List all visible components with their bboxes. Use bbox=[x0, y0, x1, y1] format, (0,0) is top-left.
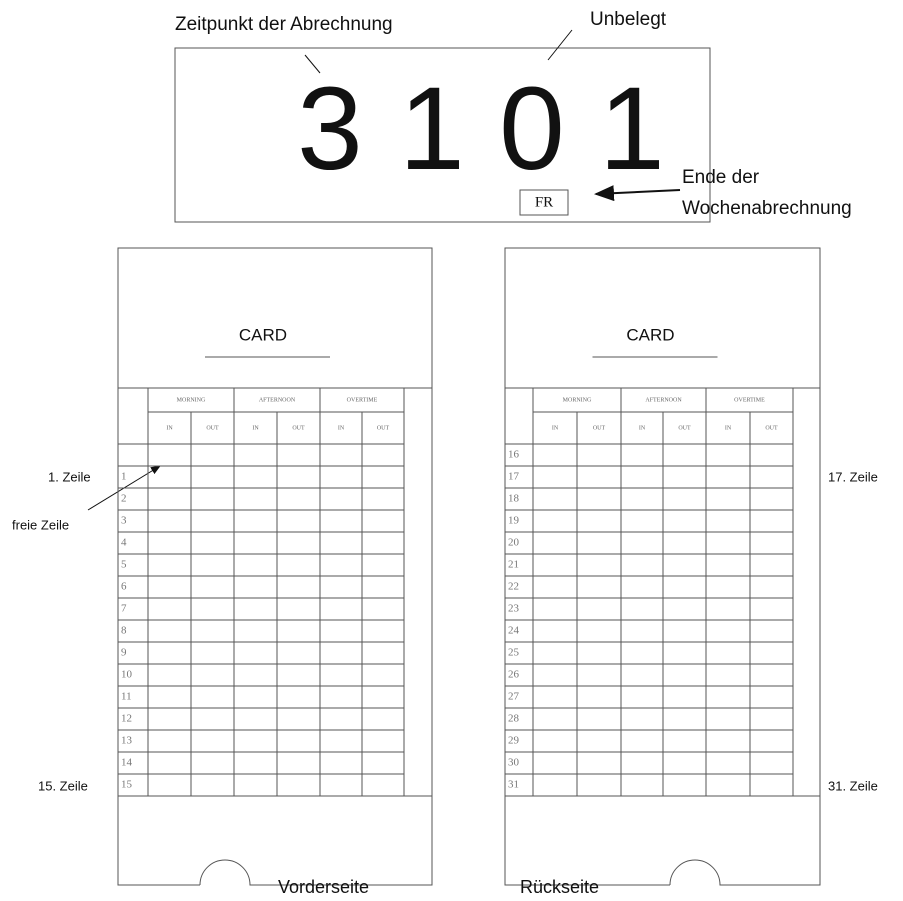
row-number: 5 bbox=[121, 559, 127, 571]
row-number: 27 bbox=[508, 691, 520, 703]
digit: 0 bbox=[499, 63, 565, 195]
annotation: 31. Zeile bbox=[828, 778, 878, 793]
row-number: 19 bbox=[508, 515, 520, 527]
annotation: freie Zeile bbox=[12, 517, 69, 532]
row-number: 30 bbox=[508, 757, 520, 769]
label-time: Zeitpunkt der Abrechnung bbox=[175, 14, 393, 35]
row-number: 25 bbox=[508, 647, 520, 659]
label-week-end: Wochenabrechnung bbox=[682, 198, 852, 219]
day: FR bbox=[535, 194, 553, 210]
sub-header: IN bbox=[639, 425, 646, 431]
sub-header: OUT bbox=[292, 425, 305, 431]
group-header: AFTERNOON bbox=[645, 397, 682, 403]
sub-header: IN bbox=[725, 425, 732, 431]
row-number: 23 bbox=[508, 603, 520, 615]
row-number: 2 bbox=[121, 493, 127, 505]
pointer bbox=[547, 29, 573, 61]
row-number: 18 bbox=[508, 493, 520, 505]
row-number: 12 bbox=[121, 713, 132, 725]
digit: 1 bbox=[399, 63, 465, 195]
row-number: 29 bbox=[508, 735, 520, 747]
sub-header: IN bbox=[252, 425, 259, 431]
sub-header: IN bbox=[552, 425, 559, 431]
digit: 1 bbox=[599, 63, 665, 195]
row-number: 4 bbox=[121, 537, 127, 549]
row-number: 26 bbox=[508, 669, 520, 681]
card-title: CARD bbox=[239, 325, 287, 344]
row-number: 28 bbox=[508, 713, 520, 725]
sub-header: OUT bbox=[593, 425, 606, 431]
annotation: 17. Zeile bbox=[828, 469, 878, 484]
group-header: OVERTIME bbox=[734, 397, 765, 403]
row-number: 15 bbox=[121, 779, 133, 791]
digit: 3 bbox=[297, 63, 363, 195]
annotation: 15. Zeile bbox=[38, 778, 88, 793]
row-number: 7 bbox=[121, 603, 127, 615]
row-number: 9 bbox=[121, 647, 127, 659]
row-number: 20 bbox=[508, 537, 520, 549]
day-box bbox=[519, 189, 569, 216]
card-title: CARD bbox=[626, 325, 674, 344]
card-outline bbox=[117, 247, 433, 886]
sub-header: IN bbox=[338, 425, 345, 431]
pointer bbox=[304, 54, 321, 74]
sub-header: OUT bbox=[377, 425, 390, 431]
row-number: 22 bbox=[508, 581, 519, 593]
annotation: 1. Zeile bbox=[48, 469, 91, 484]
row-number: 16 bbox=[508, 449, 520, 461]
sub-header: OUT bbox=[206, 425, 219, 431]
row-number: 1 bbox=[121, 471, 127, 483]
sub-header: IN bbox=[166, 425, 173, 431]
sub-header: OUT bbox=[765, 425, 778, 431]
row-number: 10 bbox=[121, 669, 133, 681]
group-header: MORNING bbox=[177, 397, 206, 403]
label-unused: Unbelegt bbox=[590, 9, 667, 30]
arrow bbox=[594, 185, 681, 202]
card-caption: Vorderseite bbox=[278, 877, 369, 897]
row-number: 11 bbox=[121, 691, 132, 703]
row-number: 8 bbox=[121, 625, 127, 637]
label-week-end: Ende der bbox=[682, 167, 760, 188]
row-number: 31 bbox=[508, 779, 519, 791]
display-box bbox=[174, 47, 711, 223]
row-number: 13 bbox=[121, 735, 133, 747]
sub-header: OUT bbox=[678, 425, 691, 431]
row-number: 3 bbox=[121, 515, 127, 527]
row-number: 21 bbox=[508, 559, 519, 571]
row-number: 14 bbox=[121, 757, 133, 769]
row-number: 24 bbox=[508, 625, 520, 637]
group-header: OVERTIME bbox=[347, 397, 378, 403]
group-header: MORNING bbox=[563, 397, 592, 403]
card-caption: Rückseite bbox=[520, 877, 599, 897]
card-outline bbox=[504, 247, 821, 886]
row-number: 17 bbox=[508, 471, 520, 483]
group-header: AFTERNOON bbox=[259, 397, 296, 403]
row-number: 6 bbox=[121, 581, 127, 593]
